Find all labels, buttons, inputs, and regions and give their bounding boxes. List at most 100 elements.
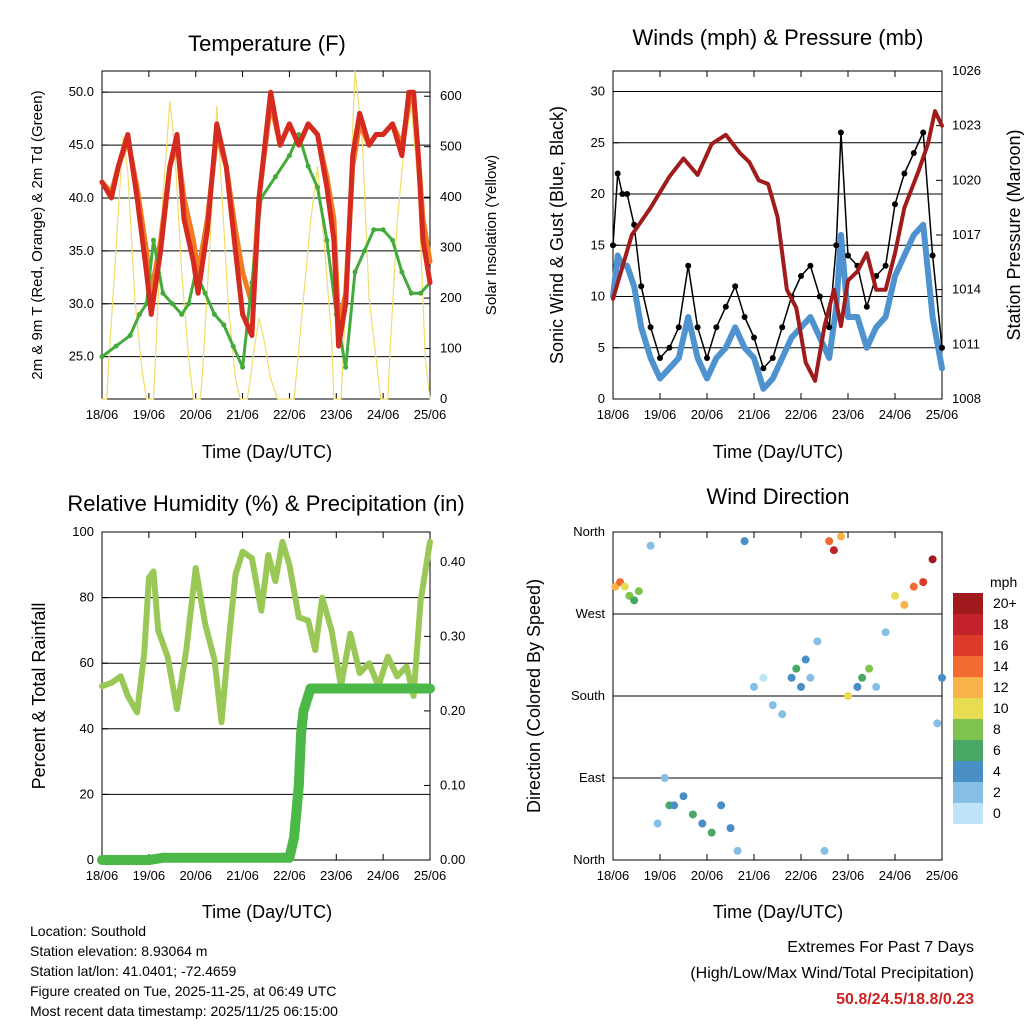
direction-point — [698, 819, 707, 828]
sonic-wind-line — [610, 221, 945, 392]
winds-y2label: Station Pressure (Maroon) — [1004, 129, 1024, 340]
created-text: Figure created on Tue, 2025-11-25, at 06… — [30, 983, 337, 999]
direction-point — [928, 555, 937, 564]
gust-point — [713, 324, 720, 331]
y-tick-label: North — [573, 524, 605, 539]
direction-point — [900, 600, 909, 609]
y-tick-label: 40.0 — [69, 190, 94, 205]
direction-point — [825, 537, 834, 546]
y-tick-label: East — [579, 770, 605, 785]
extremes-subtitle: (High/Low/Max Wind/Total Precipitation) — [690, 965, 974, 982]
latlon-text: Station lat/lon: 41.0401; -72.4659 — [30, 963, 237, 979]
y2-tick-label: 0.40 — [440, 554, 465, 569]
gust-point — [638, 283, 645, 290]
dewpoint-point — [113, 343, 119, 349]
direction-point — [909, 582, 918, 591]
dewpoint-point — [380, 227, 386, 233]
y-tick-label: 35.0 — [69, 243, 94, 258]
dewpoint-point — [272, 174, 278, 180]
humidity-xlabel: Time (Day/UTC) — [202, 902, 332, 922]
dewpoint-point — [352, 269, 358, 275]
direction-point — [844, 692, 852, 700]
wind-direction-panel: Wind Direction Time (Day/UTC) Direction … — [524, 484, 1017, 922]
direction-point — [829, 546, 838, 555]
gust-point — [798, 273, 804, 279]
x-tick-label: 24/06 — [879, 868, 912, 883]
y2-tick-label: 400 — [440, 189, 462, 204]
dewpoint-point — [127, 333, 133, 339]
colorbar-label: 20+ — [993, 595, 1017, 611]
colorbar-swatch — [953, 593, 983, 614]
x-tick-label: 22/06 — [273, 407, 306, 422]
temperature-y2label: Solar Insolation (Yellow) — [483, 155, 500, 315]
direction-point — [938, 673, 946, 682]
x-tick-label: 24/06 — [879, 407, 912, 422]
colorbar-swatch — [953, 803, 983, 824]
dewpoint-point — [286, 153, 292, 159]
y-tick-label: 60 — [80, 655, 94, 670]
gust-point — [845, 252, 851, 259]
dewpoint-point — [169, 301, 175, 307]
recent-text: Most recent data timestamp: 2025/11/25 0… — [30, 1003, 338, 1019]
direction-point — [836, 532, 845, 541]
gust-point — [732, 283, 739, 290]
x-tick-label: 19/06 — [133, 407, 166, 422]
location-text: Location: Southold — [30, 923, 146, 939]
plot-frame — [101, 70, 431, 400]
x-tick-label: 18/06 — [86, 868, 119, 883]
winds-ylabel: Sonic Wind & Gust (Blue, Black) — [547, 106, 567, 364]
dewpoint-point — [151, 237, 157, 243]
y-tick-label: 30.0 — [69, 296, 94, 311]
colorbar-title: mph — [990, 574, 1017, 590]
x-tick-label: 23/06 — [832, 407, 865, 422]
x-tick-label: 21/06 — [226, 407, 259, 422]
direction-point — [813, 637, 822, 646]
gust-point — [833, 242, 840, 249]
gust-point — [882, 262, 889, 269]
direction-point — [759, 673, 768, 682]
gust-point — [863, 303, 870, 310]
wind-direction-xlabel: Time (Day/UTC) — [713, 902, 843, 922]
gust-point — [619, 191, 626, 197]
direction-point — [865, 664, 874, 673]
direction-point — [768, 701, 777, 710]
colorbar-label: 18 — [993, 616, 1009, 632]
y2-tick-label: 1011 — [952, 336, 980, 351]
extremes-title: Extremes For Past 7 Days — [787, 939, 974, 956]
gust-point — [722, 303, 729, 310]
y2-tick-label: 200 — [440, 290, 462, 305]
y-tick-label: 40 — [80, 721, 94, 736]
direction-point — [630, 596, 639, 605]
y-tick-label: 45.0 — [69, 137, 94, 152]
y-tick-label: 15 — [591, 237, 605, 252]
colorbar-label: 16 — [993, 637, 1009, 653]
gust-point — [685, 262, 692, 269]
direction-point — [797, 682, 805, 691]
x-tick-label: 18/06 — [86, 407, 119, 422]
wind-direction-ylabel: Direction (Colored By Speed) — [524, 579, 544, 813]
direction-point — [660, 774, 669, 782]
plot-frame — [612, 70, 943, 400]
colorbar-swatch — [953, 761, 983, 782]
direction-point — [717, 801, 726, 810]
direction-point — [787, 673, 796, 682]
x-tick-label: 22/06 — [785, 407, 818, 422]
direction-point — [792, 664, 801, 673]
dewpoint-point — [186, 301, 192, 307]
direction-point — [620, 582, 629, 591]
y2-tick-label: 300 — [440, 240, 462, 255]
x-tick-label: 25/06 — [414, 868, 447, 883]
x-tick-label: 20/06 — [179, 407, 212, 422]
y2-tick-label: 500 — [440, 139, 462, 154]
precip-line — [97, 683, 435, 865]
dewpoint-point — [324, 237, 330, 243]
gust-point — [807, 262, 814, 269]
dewpoint-point — [221, 322, 227, 328]
direction-point — [740, 537, 749, 546]
y-tick-label: 0 — [598, 391, 605, 406]
y2-tick-label: 600 — [440, 88, 462, 103]
x-tick-label: 25/06 — [926, 868, 959, 883]
winds-title: Winds (mph) & Pressure (mb) — [633, 25, 924, 50]
colorbar-swatch — [953, 740, 983, 761]
direction-point — [726, 824, 735, 833]
